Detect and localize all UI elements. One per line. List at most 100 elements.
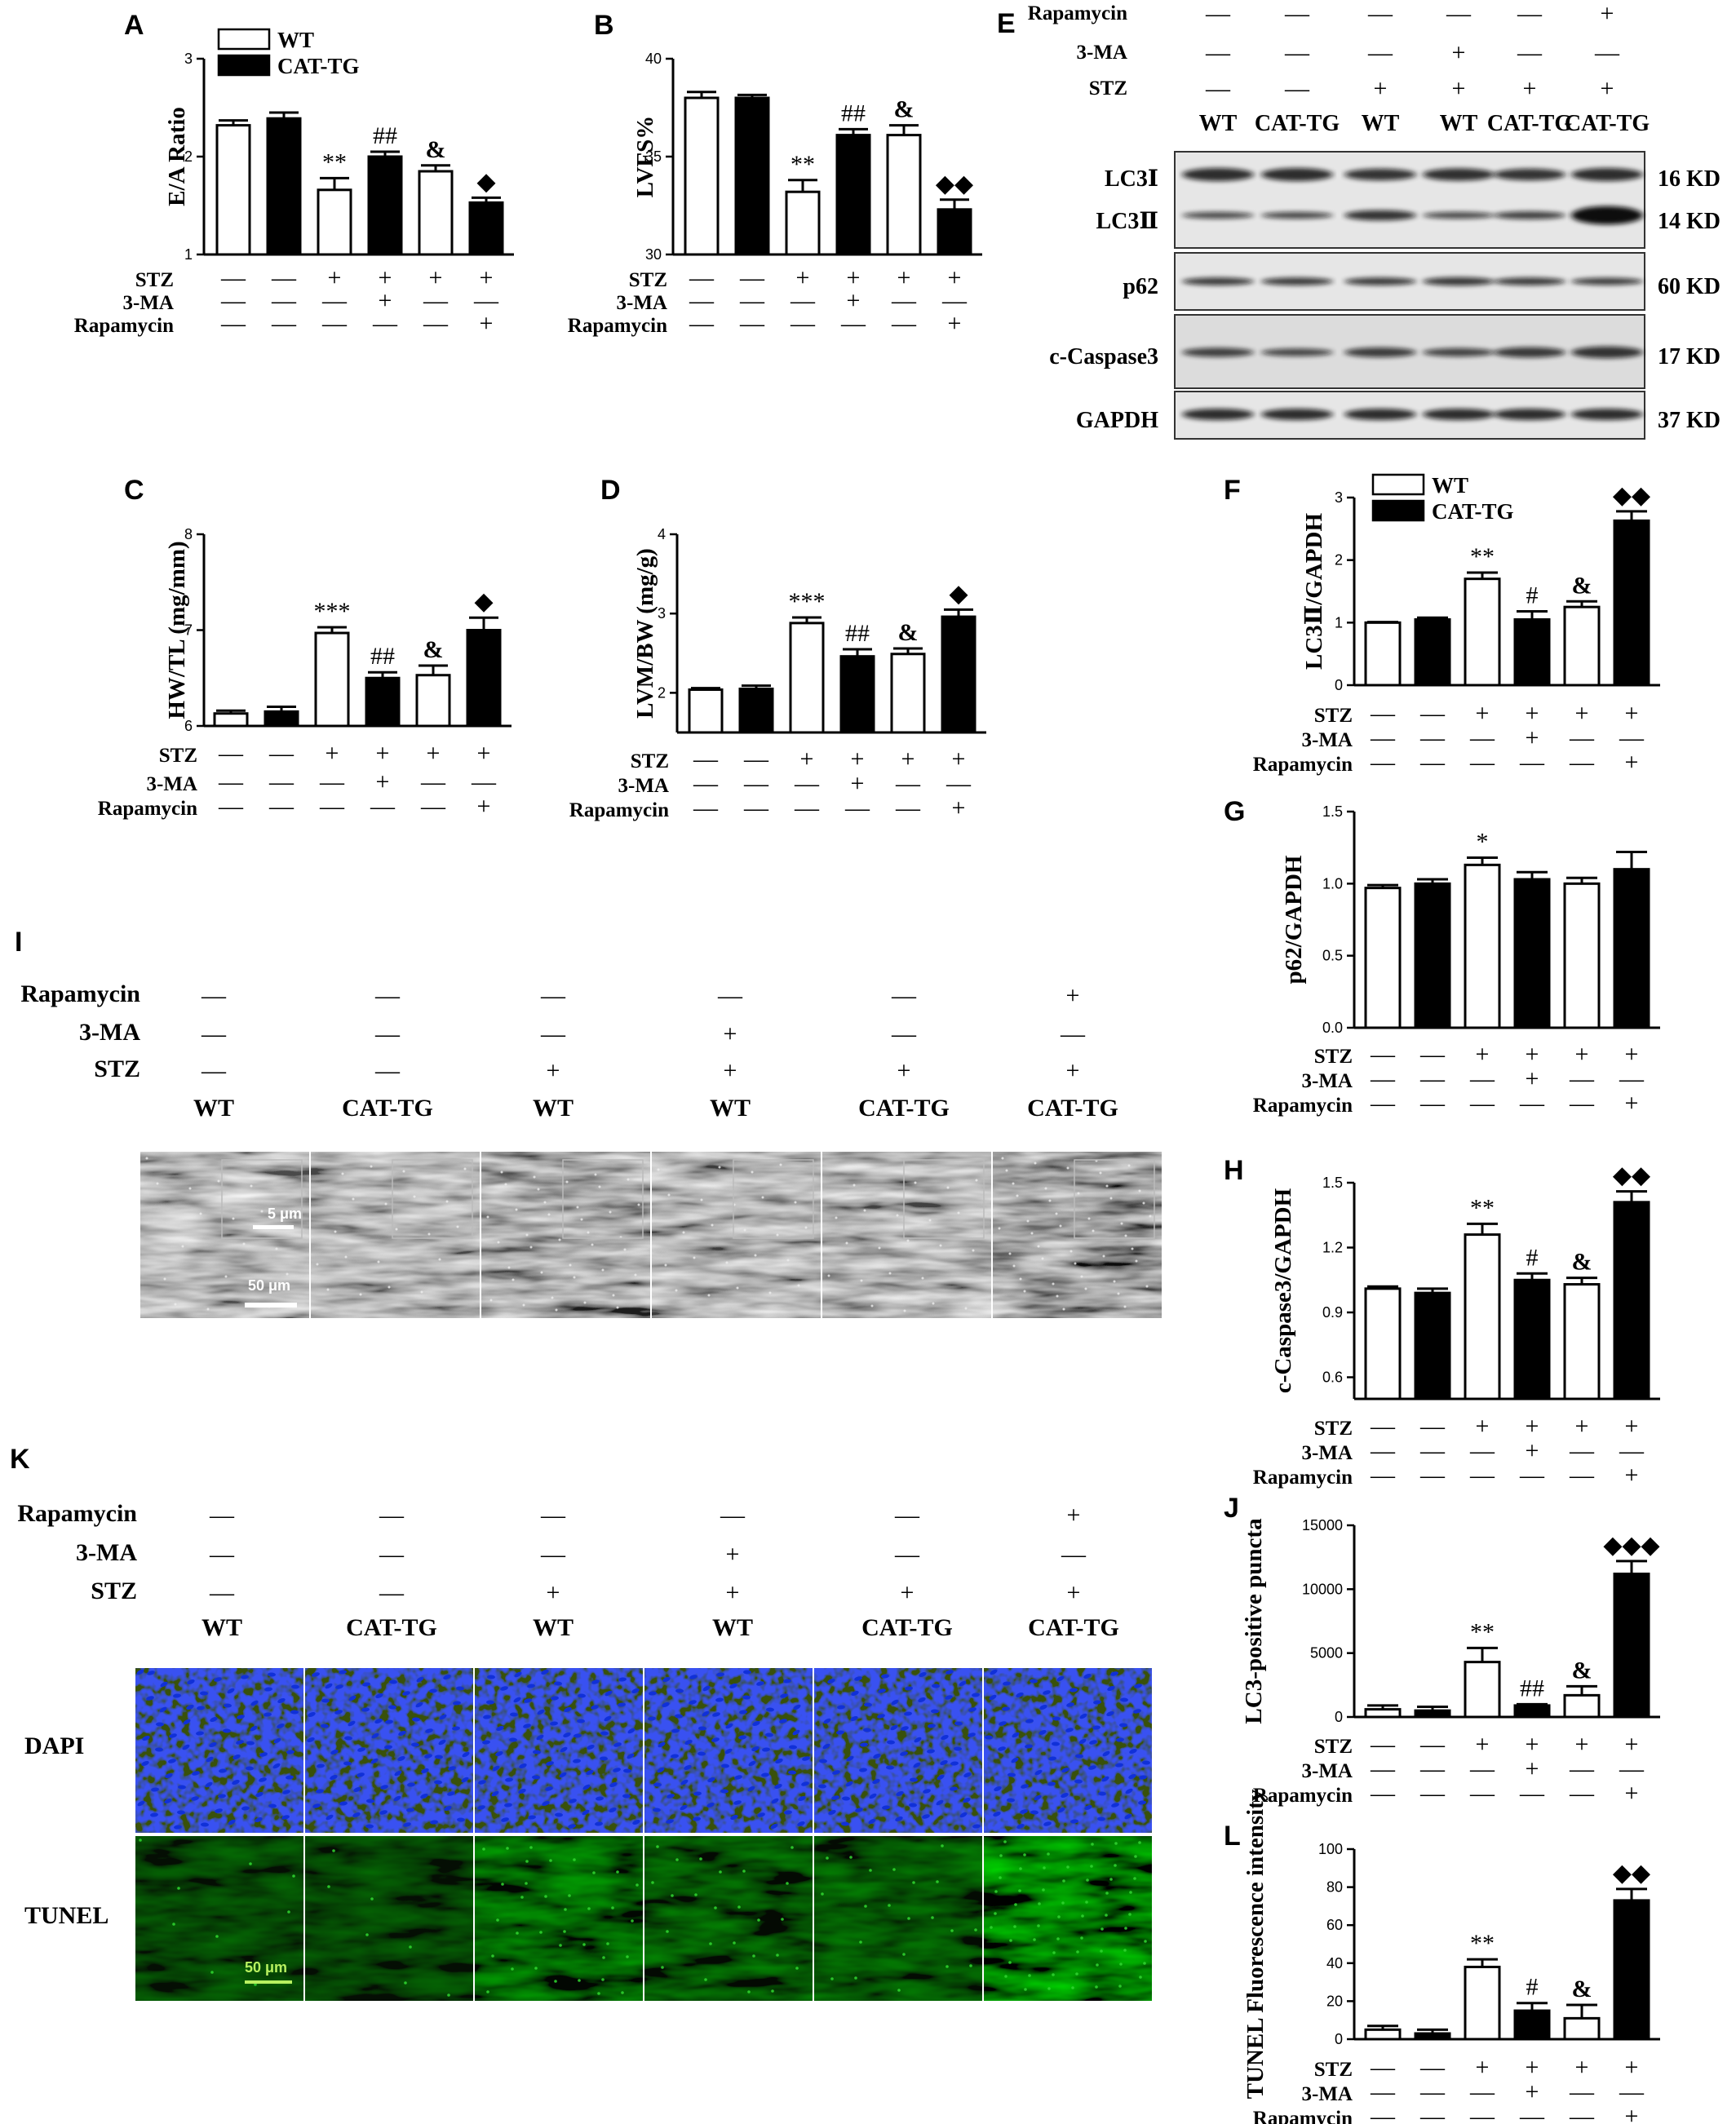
blot-group-label: CAT-TG [1255,111,1340,136]
bar [1513,618,1551,687]
puncta-dot [914,1181,917,1184]
blot-band [1261,211,1333,219]
y-tick-label: 6 [184,718,193,734]
panel-i-treatment-sign: + [897,1057,911,1084]
nucleus [159,1706,167,1713]
puncta-dot [964,1307,968,1310]
puncta-dot [928,1219,932,1222]
bar [1613,1899,1650,2041]
blot-treatment-sign: — [1205,39,1231,66]
nucleus [882,1805,890,1810]
nucleus [989,1694,997,1701]
tunel-dot [1038,1902,1041,1905]
panel-i-micrograph [311,1152,480,1318]
blot-protein-label: GAPDH [1076,408,1158,433]
bar [1364,887,1402,1029]
tunel-dot [1023,1853,1026,1856]
nucleus [146,1696,154,1701]
tunel-dot [795,1967,799,1970]
nucleus [662,1702,670,1707]
nucleus [864,1702,872,1707]
treatment-sign: — [218,740,244,767]
tunel-dot [936,1880,939,1883]
puncta-dot [957,1211,960,1215]
nucleus [259,1777,267,1782]
nucleus [448,1766,456,1771]
treatment-sign: — [321,287,348,314]
bar [466,629,502,728]
tunel-dot [592,1871,596,1874]
bar [1464,1661,1501,1719]
nucleus [721,1763,729,1768]
puncta-dot [489,1299,493,1302]
significance-marker: ** [1470,1618,1495,1645]
nucleus [896,1791,904,1796]
puncta-dot [1012,1264,1016,1268]
puncta-dot [1012,1182,1015,1185]
nucleus [147,1670,155,1675]
nucleus [928,1724,936,1728]
nucleus [510,1712,518,1717]
blot-band [1182,168,1254,181]
nucleus [1070,1688,1078,1693]
nucleus [457,1817,465,1822]
puncta-dot [316,1263,319,1266]
tunel-dot [573,1858,576,1861]
treatment-row-label: STZ [629,269,667,291]
blot-band [1182,347,1254,357]
treatment-sign: — [689,287,715,314]
treatment-sign: — [1370,2103,1396,2124]
blot-bands: LC3Ⅰ 16 KD LC3Ⅱ 14 KD p62 60 KD c-Caspase3 17 K… [1049,151,1720,440]
nucleus [591,1705,599,1710]
treatment-sign: — [1569,749,1595,776]
treatment-sign: + [952,794,966,821]
treatment-sign: — [1519,1780,1545,1807]
tunel-dot [826,1856,829,1860]
y-tick-label: 1.5 [1322,803,1343,820]
nucleus [186,1705,194,1710]
bar [367,155,403,256]
nucleus [394,1770,402,1777]
bar-chart-f: F0123LC3Ⅱ/GAPDH——————**+——#++—&+——◆◆+—+S… [1224,473,1660,776]
nucleus [136,1669,144,1675]
blot-band [1571,409,1643,420]
bar [1563,2016,1601,2041]
tunel-dot [912,1881,915,1884]
treatment-sign: — [1569,1780,1595,1807]
nucleus [241,1806,250,1811]
nucleus [402,1691,410,1696]
y-tick-label: 0 [1335,1709,1343,1725]
bar [215,124,251,256]
puncta-dot [1120,1222,1123,1225]
puncta-dot [500,1170,503,1174]
nucleus [1124,1813,1132,1820]
nucleus [326,1814,334,1821]
nucleus [596,1796,604,1801]
nucleus [477,1805,485,1810]
puncta-dot [413,1195,416,1198]
puncta-dot [634,1273,637,1277]
nucleus [927,1749,935,1754]
puncta-dot [537,1188,540,1191]
puncta-dot [512,1278,515,1281]
nucleus [846,1755,854,1762]
nucleus [1092,1725,1100,1730]
puncta-dot [533,1175,536,1179]
blot-band [1423,168,1495,181]
treatment-row-label: Rapamycin [1253,1467,1353,1489]
puncta-dot [580,1218,583,1221]
nucleus [308,1712,316,1717]
dapi-image [475,1668,643,1833]
tunel-dot [1119,1962,1123,1966]
panel-letter: J [1224,1493,1239,1524]
blot-condition-rows: Rapamycin — — — — — +3-MA — — — + — — STZ — — + + + + [1028,0,1620,102]
tunel-dot [661,1966,664,1969]
nucleus [1008,1772,1016,1777]
blot-treatment-sign: — [1284,75,1310,102]
tunel-dot [611,1906,614,1909]
treatment-row-label: 3-MA [147,773,197,795]
tunel-dot [482,1847,485,1851]
nucleus [504,1803,512,1808]
nucleus [1048,1756,1056,1761]
